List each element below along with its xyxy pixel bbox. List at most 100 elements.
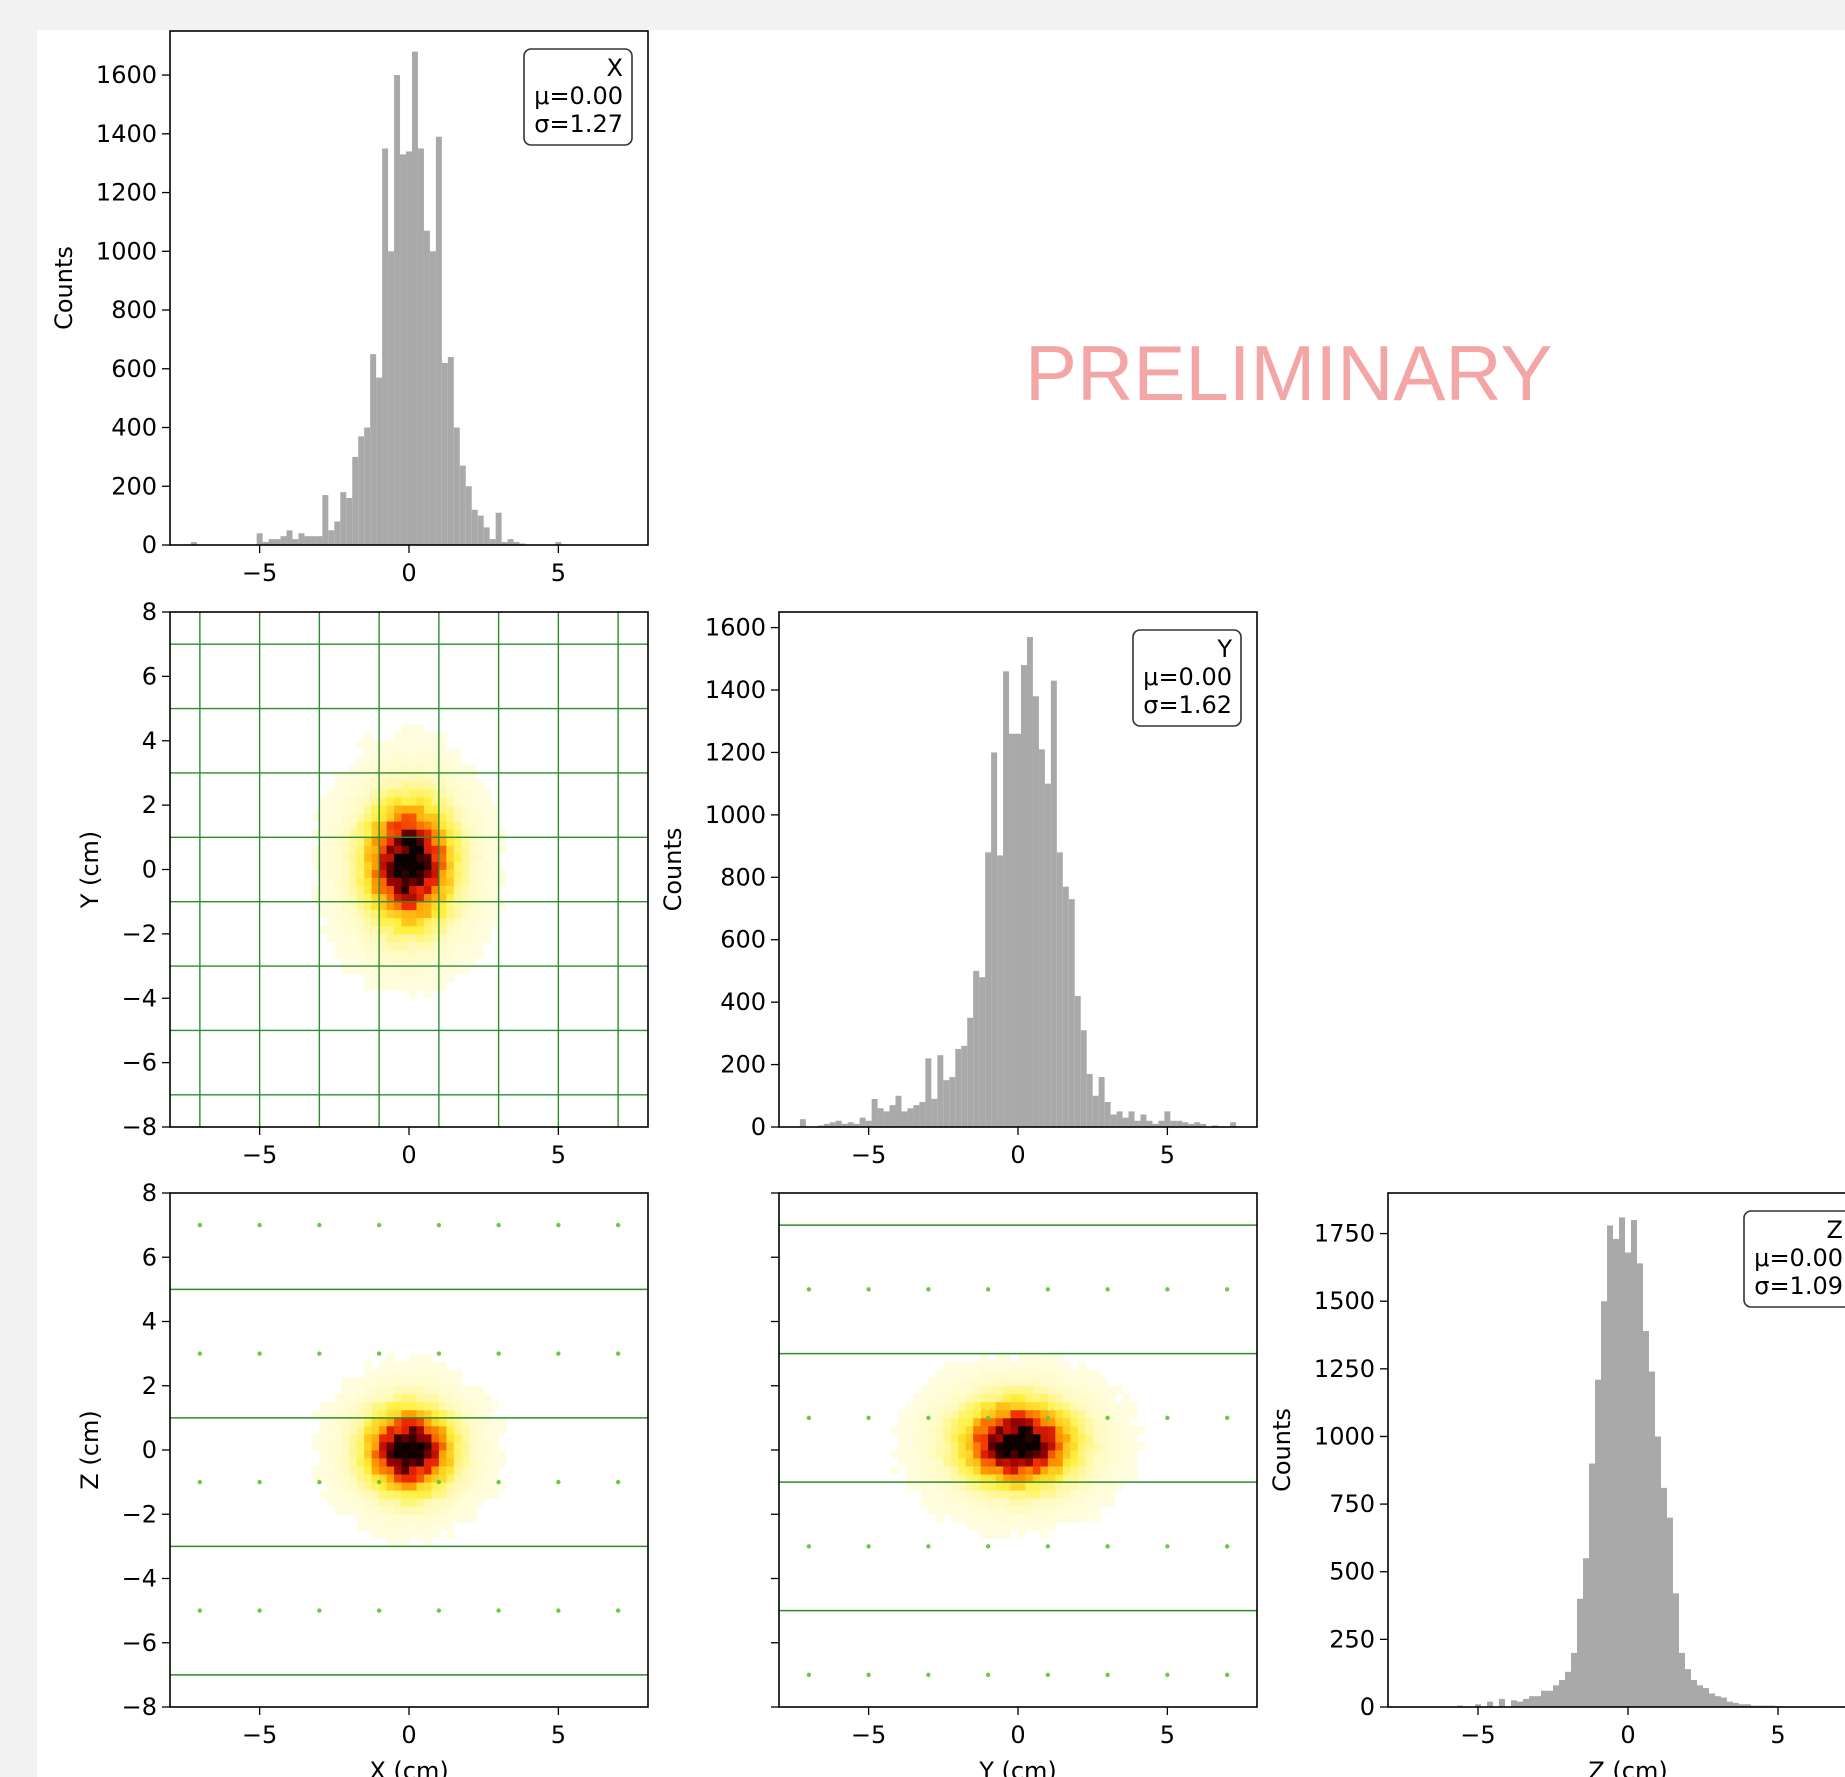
heatmap-cell (980, 1409, 989, 1419)
heatmap-cell (920, 1393, 929, 1403)
heatmap-cell (950, 1482, 959, 1491)
heatmap-cell (461, 1433, 470, 1443)
y-tick-label: −4 (122, 1565, 157, 1593)
heatmap-cell (401, 772, 410, 782)
heatmap-cell (401, 941, 410, 951)
heatmap-cell (423, 1458, 432, 1467)
heatmap-cell (1010, 1490, 1019, 1499)
heatmap-cell (1010, 1498, 1019, 1507)
heatmap-cell (409, 724, 417, 734)
heatmap-cell (349, 925, 358, 935)
histogram-bar (1553, 1685, 1559, 1707)
histogram-bar (1511, 1700, 1517, 1707)
heatmap-cell (1070, 1490, 1079, 1499)
heatmap-cell (326, 1417, 335, 1427)
heatmap-cell (1062, 1393, 1071, 1403)
grid-dot (257, 1222, 262, 1228)
heatmap-cell (958, 1393, 967, 1403)
histogram-bar (1080, 1030, 1087, 1127)
grid-dot (496, 1222, 501, 1228)
heatmap-cell (423, 748, 432, 758)
heatmap-cell (1055, 1361, 1064, 1371)
stats-legend-box (1132, 629, 1242, 727)
heatmap-cell (988, 1474, 996, 1483)
heatmap-cell (468, 837, 477, 846)
heatmap-cell (468, 861, 477, 870)
heatmap-cell (1003, 1506, 1011, 1515)
heatmap-cell (1077, 1385, 1086, 1395)
heatmap-cell (950, 1450, 959, 1459)
heatmap-cell (401, 1441, 410, 1451)
heatmap-cell (416, 1482, 425, 1491)
histogram-bar (1745, 1704, 1751, 1707)
heatmap-cell (483, 845, 492, 854)
heatmap-cell (446, 941, 455, 951)
grid-dot (496, 1351, 501, 1356)
heatmap-cell (1100, 1433, 1109, 1443)
heatmap-cell (364, 1441, 373, 1451)
heatmap-cell (1062, 1417, 1071, 1427)
heatmap-cell (446, 893, 455, 903)
histogram-bar (1056, 852, 1063, 1127)
heatmap-cell (379, 1433, 387, 1443)
heatmap-cell (973, 1490, 982, 1499)
heatmap-cell (371, 740, 380, 750)
heatmap-cell (349, 1450, 358, 1459)
heatmap-cell (1010, 1474, 1019, 1483)
grid-dot (556, 1351, 561, 1356)
heatmap-cell (349, 1474, 358, 1483)
heatmap-cell (401, 1474, 410, 1483)
histogram-bar (1050, 680, 1057, 1127)
heatmap-cell (461, 789, 470, 798)
heatmap-cell (364, 772, 373, 782)
heatmap-cell (461, 949, 470, 959)
heatmap-cell (364, 1474, 373, 1483)
heatmap-cell (371, 1417, 380, 1427)
heatmap-cell (401, 821, 410, 830)
heatmap-cell (1003, 1385, 1011, 1395)
heatmap-cell (386, 1441, 395, 1451)
heatmap-cell (950, 1490, 959, 1499)
heatmap-cell (379, 933, 387, 943)
heatmap-cell (980, 1490, 989, 1499)
x-axis-label: Z (cm) (1588, 1757, 1667, 1777)
heatmap-cell (446, 917, 455, 927)
heatmap-cell (935, 1482, 944, 1491)
heatmap-cell (461, 837, 470, 846)
heatmap-cell (1107, 1498, 1116, 1507)
heatmap-cell (446, 797, 455, 806)
heatmap-cell (423, 1490, 432, 1499)
heatmap-cell (386, 933, 395, 943)
heatmap-cell (438, 901, 447, 911)
heatmap-cell (394, 925, 402, 935)
heatmap-cell (326, 901, 335, 911)
heatmap-cell (958, 1377, 967, 1387)
y-tick-label: 1000 (96, 237, 157, 265)
histogram-bar (1170, 1120, 1177, 1127)
histogram-bar (1655, 1436, 1661, 1707)
heatmap-cell (409, 909, 417, 919)
heatmap-cell (386, 958, 395, 967)
heatmap-cell (943, 1466, 952, 1475)
heatmap-cell (483, 837, 492, 846)
heatmap-cell (913, 1458, 922, 1467)
heatmap-cell (1047, 1506, 1056, 1515)
heatmap-cell (364, 1393, 373, 1403)
heatmap-cell (356, 837, 365, 846)
heatmap-cell (1122, 1450, 1131, 1459)
heatmap-cell (416, 877, 425, 886)
heatmap-cell (1055, 1466, 1064, 1475)
heatmap-cell (1040, 1466, 1049, 1475)
heatmap-cell (1077, 1474, 1086, 1483)
heatmap-cell (371, 1450, 380, 1459)
heatmap-cell (326, 885, 335, 895)
heatmap-cell (379, 1385, 387, 1395)
histogram-bar (1649, 1371, 1655, 1707)
histogram-bar (1547, 1690, 1553, 1707)
heatmap-cell (341, 1482, 350, 1491)
heatmap-cell (1085, 1385, 1094, 1395)
heatmap-cell (468, 1514, 477, 1523)
heatmap-cell (920, 1433, 929, 1443)
heatmap-cell (431, 1393, 440, 1403)
heatmap-cell (334, 1458, 343, 1467)
